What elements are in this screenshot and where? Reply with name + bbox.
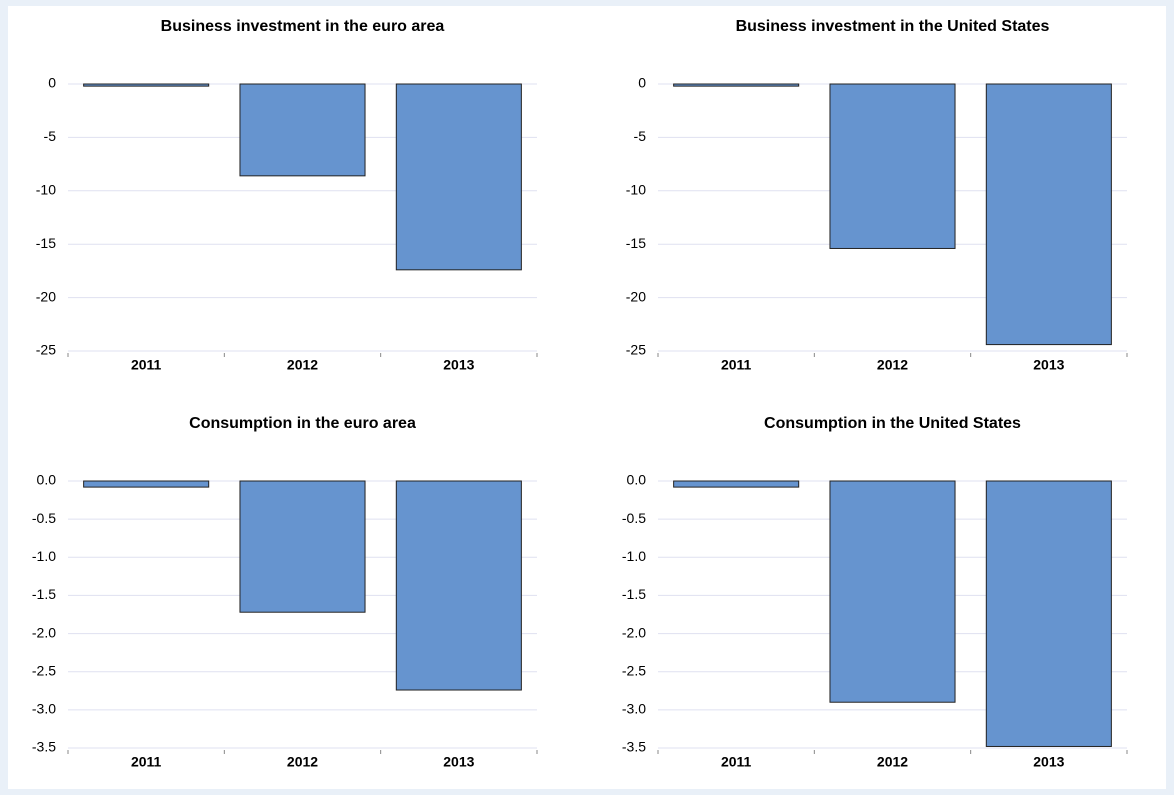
- chart-title: Consumption in the euro area: [189, 415, 416, 432]
- y-tick-label: -3.5: [32, 739, 56, 755]
- y-tick-label: -3.0: [32, 701, 56, 717]
- y-tick-label: -10: [36, 182, 56, 198]
- x-tick-label: 2013: [443, 754, 474, 770]
- x-tick-label: 2013: [443, 357, 474, 373]
- y-tick-label: -1.5: [622, 586, 646, 602]
- x-tick-label: 2012: [287, 357, 318, 373]
- y-tick-label: -25: [626, 342, 646, 358]
- x-tick-label: 2011: [131, 357, 162, 373]
- y-tick-label: 0: [638, 75, 646, 91]
- y-tick-label: 0.0: [627, 472, 647, 488]
- y-tick-label: -2.5: [32, 662, 56, 678]
- y-tick-label: -2.5: [622, 662, 646, 678]
- y-tick-label: -20: [36, 288, 56, 304]
- x-tick-label: 2011: [721, 754, 752, 770]
- chart-title: Consumption in the United States: [764, 415, 1021, 432]
- y-tick-label: -5: [44, 128, 57, 144]
- y-tick-label: 0: [48, 75, 56, 91]
- bar: [673, 83, 800, 87]
- y-tick-label: -5: [634, 128, 647, 144]
- y-tick-label: -1.5: [32, 586, 56, 602]
- bar: [829, 480, 956, 703]
- y-tick-label: -10: [626, 182, 646, 198]
- y-tick-label: -0.5: [32, 510, 56, 526]
- bar: [985, 83, 1112, 346]
- y-tick-label: -25: [36, 342, 56, 358]
- y-tick-label: -1.0: [32, 548, 56, 564]
- y-tick-label: -20: [626, 288, 646, 304]
- y-tick-label: -2.0: [622, 624, 646, 640]
- x-tick-label: 2012: [877, 754, 908, 770]
- x-tick-label: 2011: [721, 357, 752, 373]
- y-tick-label: -3.5: [622, 739, 646, 755]
- y-tick-label: -2.0: [32, 624, 56, 640]
- bar: [239, 83, 366, 177]
- chart-title: Business investment in the euro area: [161, 18, 445, 35]
- x-tick-label: 2013: [1033, 754, 1064, 770]
- x-tick-label: 2012: [877, 357, 908, 373]
- bar: [395, 480, 522, 691]
- x-tick-label: 2012: [287, 754, 318, 770]
- bar: [395, 83, 522, 271]
- y-tick-label: -15: [626, 235, 646, 251]
- bar: [83, 480, 210, 488]
- x-tick-label: 2013: [1033, 357, 1064, 373]
- bar: [239, 480, 366, 613]
- y-tick-label: 0.0: [37, 472, 57, 488]
- y-tick-label: -0.5: [622, 510, 646, 526]
- y-tick-label: -1.0: [622, 548, 646, 564]
- bar: [83, 83, 210, 87]
- bar: [673, 480, 800, 488]
- bar: [829, 83, 956, 249]
- chart-title: Business investment in the United States: [736, 18, 1050, 35]
- y-tick-label: -15: [36, 235, 56, 251]
- panel: [8, 6, 1166, 789]
- bar: [985, 480, 1112, 747]
- y-tick-label: -3.0: [622, 701, 646, 717]
- x-tick-label: 2011: [131, 754, 162, 770]
